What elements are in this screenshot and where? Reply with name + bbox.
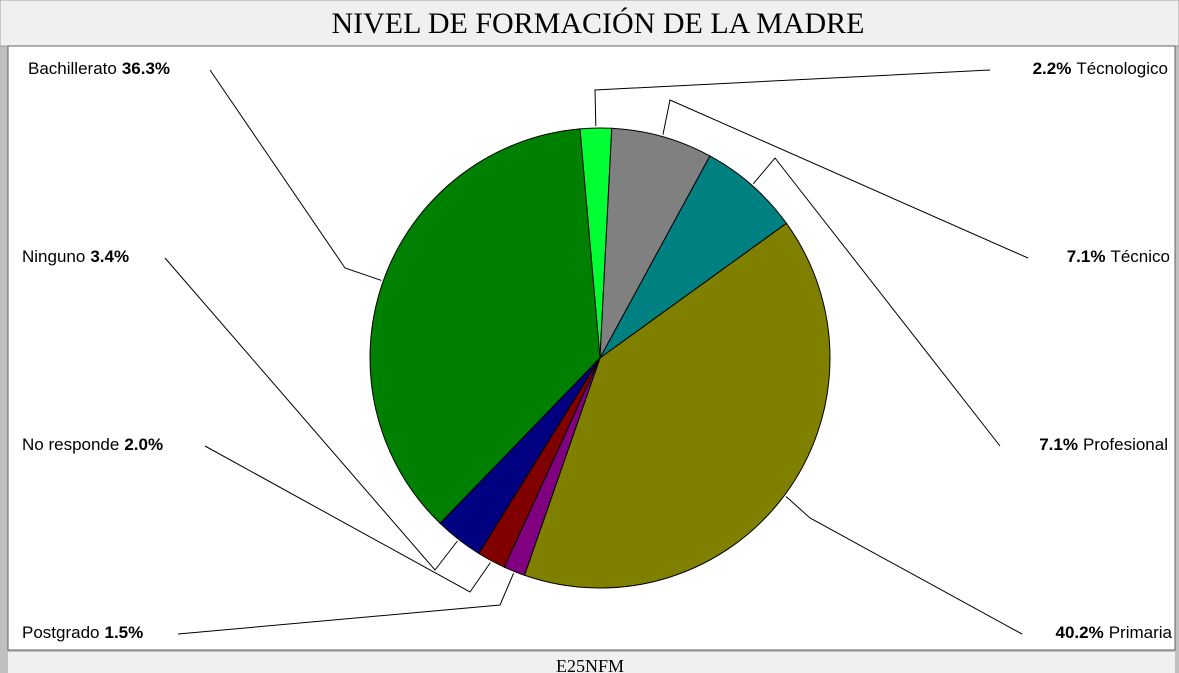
footer-box xyxy=(8,652,1175,673)
slice-name: No responde xyxy=(22,435,119,454)
slice-value-label: 1.5% xyxy=(105,623,144,642)
leader-line xyxy=(662,99,1029,259)
slice-name: Profesional xyxy=(1083,435,1168,454)
slice-name: Postgrado xyxy=(22,623,100,642)
slice-label: 40.2% Primaria xyxy=(1056,623,1173,642)
slice-value-label: 2.0% xyxy=(124,435,163,454)
slice-label: Ninguno 3.4% xyxy=(22,247,129,266)
slice-label: 7.1% Técnico xyxy=(1067,247,1170,266)
pie-slice xyxy=(369,128,601,524)
leader-line xyxy=(785,496,1023,635)
slice-name: Técnologico xyxy=(1076,59,1168,78)
pie-slice xyxy=(599,155,788,359)
slice-name: Ninguno xyxy=(22,247,85,266)
slice-name: Primaria xyxy=(1109,623,1173,642)
slice-name: Bachillerato xyxy=(28,59,117,78)
pie-slice xyxy=(523,222,831,589)
slice-value-label: 2.2% xyxy=(1033,59,1072,78)
slice-value-label: 40.2% xyxy=(1056,623,1104,642)
pie-slice xyxy=(599,127,711,359)
slice-value-label: 3.4% xyxy=(90,247,129,266)
slice-label: 7.1% Profesional xyxy=(1039,435,1168,454)
slice-name: Técnico xyxy=(1110,247,1170,266)
x-axis-label: E25NFM xyxy=(556,656,624,673)
slice-label: Bachillerato 36.3% xyxy=(28,59,170,78)
slice-label: 2.2% Técnologico xyxy=(1033,59,1168,78)
slice-value-label: 7.1% xyxy=(1039,435,1078,454)
slice-label: No responde 2.0% xyxy=(22,435,163,454)
title-box xyxy=(0,0,1179,47)
leader-line xyxy=(209,69,382,281)
slice-value-label: 36.3% xyxy=(122,59,170,78)
leader-line xyxy=(177,573,515,635)
leader-line xyxy=(752,157,1001,447)
slice-value-label: 7.1% xyxy=(1067,247,1106,266)
leader-line xyxy=(164,257,458,571)
leader-line xyxy=(594,69,991,127)
chart-title: NIVEL DE FORMACIÓN DE LA MADRE xyxy=(331,7,864,40)
leader-line xyxy=(204,445,491,593)
slice-label: Postgrado 1.5% xyxy=(22,623,143,642)
